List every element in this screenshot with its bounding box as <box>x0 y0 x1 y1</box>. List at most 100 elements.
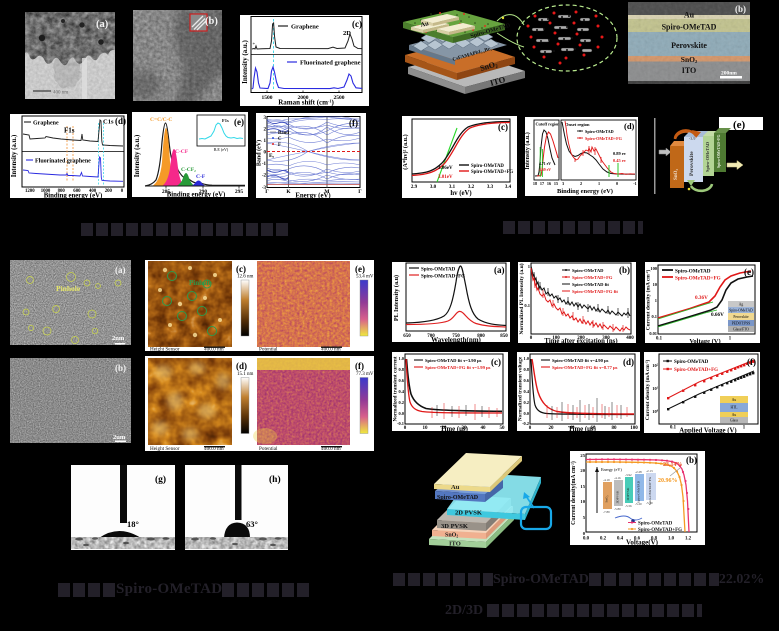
svg-text:-5.10: -5.10 <box>646 501 653 505</box>
svg-text:0.0: 0.0 <box>583 537 590 542</box>
svg-text:(b): (b) <box>205 16 218 27</box>
svg-text:Spiro-OMeTAD+FG fit τ=1.99 μs: Spiro-OMeTAD+FG fit τ=1.99 μs <box>425 365 491 370</box>
svg-text:*: * <box>253 43 256 48</box>
svg-text:1000: 1000 <box>41 189 51 194</box>
svg-text:Voltage(V): Voltage(V) <box>626 539 659 546</box>
svg-text:(g): (g) <box>155 474 166 485</box>
svg-text:(f): (f) <box>349 118 358 128</box>
svg-text:-0.1: -0.1 <box>397 421 404 426</box>
svg-text:Current density(mA cm-2): Current density(mA cm-2) <box>570 461 577 525</box>
svg-text:Applied Voltage (V): Applied Voltage (V) <box>679 428 736 434</box>
svg-text:0.1: 0.1 <box>670 426 677 431</box>
svg-text:0.6: 0.6 <box>524 378 530 383</box>
svg-text:100: 100 <box>652 409 658 414</box>
svg-text:SnO2: SnO2 <box>681 55 698 64</box>
svg-text:77.3 mV: 77.3 mV <box>356 372 374 377</box>
svg-text:4.69 eV: 4.69 eV <box>539 168 551 172</box>
svg-text:3D PVSK: 3D PVSK <box>441 523 468 530</box>
svg-text:Perovskite: Perovskite <box>689 151 695 176</box>
svg-text:0.0: 0.0 <box>524 411 530 416</box>
svg-text:0: 0 <box>583 531 586 536</box>
svg-text:hv (eV): hv (eV) <box>450 190 471 197</box>
svg-text:-3.92: -3.92 <box>625 473 632 477</box>
svg-text:Intensity (a.u.): Intensity (a.u.) <box>11 135 18 177</box>
svg-text:100: 100 <box>650 266 657 271</box>
svg-text:290: 290 <box>199 189 208 195</box>
svg-text:Cutoff region: Cutoff region <box>536 122 561 127</box>
svg-text:Spiro-OMeTAD+FG fit: Spiro-OMeTAD+FG fit <box>572 289 618 294</box>
svg-text:-7.89: -7.89 <box>603 510 610 514</box>
svg-text:295: 295 <box>235 189 244 195</box>
svg-text:Spiro-OMeTAD: Spiro-OMeTAD <box>437 495 479 501</box>
svg-text:SnO2: SnO2 <box>674 169 679 180</box>
svg-text:Spiro-OMeTAD: Spiro-OMeTAD <box>729 309 753 313</box>
svg-text:5: 5 <box>583 515 586 520</box>
svg-text:1: 1 <box>528 264 531 269</box>
svg-text:12.6 nm: 12.6 nm <box>237 275 254 280</box>
svg-text:0: 0 <box>121 189 124 194</box>
svg-text:15: 15 <box>554 181 558 186</box>
svg-text:SnO2: SnO2 <box>445 533 458 539</box>
svg-text:600: 600 <box>73 189 81 194</box>
svg-text:(e): (e) <box>234 117 244 127</box>
svg-text:3: 3 <box>562 181 564 186</box>
svg-text:-2: -2 <box>262 174 267 179</box>
svg-text:Binding energy (eV): Binding energy (eV) <box>44 193 103 199</box>
svg-text:-1: -1 <box>633 181 637 186</box>
svg-text:400.0 nm: 400.0 nm <box>321 347 341 352</box>
svg-text:3.1: 3.1 <box>449 185 456 190</box>
svg-text:750: 750 <box>452 334 460 339</box>
svg-text:C: C <box>278 137 282 142</box>
svg-text:40: 40 <box>481 426 487 431</box>
svg-text:-5.80: -5.80 <box>614 507 621 511</box>
svg-text:B.E (eV): B.E (eV) <box>214 147 229 152</box>
svg-text:0.2: 0.2 <box>524 400 530 405</box>
svg-text:Fluorinated graphene: Fluorinated graphene <box>35 159 91 165</box>
svg-text:Spiro-OMeTAD: Spiro-OMeTAD <box>662 23 717 32</box>
svg-text:Ef: Ef <box>269 153 275 159</box>
svg-text:80: 80 <box>612 426 618 431</box>
svg-text:Glass: Glass <box>730 419 739 423</box>
svg-text:Time (μs): Time (μs) <box>440 426 468 431</box>
svg-text:4.71 eV: 4.71 eV <box>539 162 551 166</box>
svg-text:-4.16: -4.16 <box>614 476 621 480</box>
svg-text:0.0: 0.0 <box>399 411 405 416</box>
svg-text:800: 800 <box>58 189 66 194</box>
svg-text:1.2: 1.2 <box>685 537 692 542</box>
svg-text:16: 16 <box>547 181 551 186</box>
svg-text:Spiro-OMeTAD fit τ=3.90 μs: Spiro-OMeTAD fit τ=3.90 μs <box>425 358 482 363</box>
svg-text:Spiro-OMeTAD: Spiro-OMeTAD <box>675 269 711 275</box>
svg-text:400: 400 <box>626 336 634 341</box>
svg-text:1: 1 <box>655 298 657 303</box>
svg-text:PEDOT:PSS: PEDOT:PSS <box>732 322 750 326</box>
svg-text:Au: Au <box>732 413 737 417</box>
svg-text:Height Sensor: Height Sensor <box>150 446 180 451</box>
svg-text:2um: 2um <box>113 434 126 441</box>
svg-text:(a): (a) <box>494 265 505 275</box>
svg-text:-1: -1 <box>262 162 267 167</box>
svg-text:Perovskite: Perovskite <box>733 315 749 319</box>
svg-text:Spiro-OMeTAD+FG: Spiro-OMeTAD+FG <box>674 368 718 373</box>
svg-text:HTL: HTL <box>731 406 738 410</box>
svg-text:0.4: 0.4 <box>617 537 624 542</box>
svg-text:K: K <box>286 189 291 195</box>
svg-text:2: 2 <box>264 128 267 133</box>
svg-text:F1s: F1s <box>64 127 75 135</box>
svg-text:0.2: 0.2 <box>399 400 405 405</box>
svg-text:15: 15 <box>580 484 585 489</box>
svg-text:0.6: 0.6 <box>399 378 405 383</box>
svg-text:100: 100 <box>630 426 638 431</box>
svg-text:3.06eV: 3.06eV <box>438 166 453 171</box>
svg-text:Spiro-OMeTAD+FG: Spiro-OMeTAD+FG <box>421 275 465 280</box>
svg-text:3: 3 <box>264 116 267 121</box>
svg-text:Fluorinated graphene: Fluorinated graphene <box>300 60 361 67</box>
svg-text:Current density (mA cm-2): Current density (mA cm-2) <box>645 270 652 331</box>
svg-text:Graphene: Graphene <box>33 121 59 127</box>
svg-text:C1s: C1s <box>103 119 114 126</box>
svg-text:0.8: 0.8 <box>399 367 405 372</box>
svg-text:10: 10 <box>423 426 429 431</box>
svg-text:Energy (eV): Energy (eV) <box>295 193 330 199</box>
svg-text:200: 200 <box>577 336 585 341</box>
svg-text:(b): (b) <box>686 455 697 465</box>
svg-text:10: 10 <box>653 282 658 287</box>
